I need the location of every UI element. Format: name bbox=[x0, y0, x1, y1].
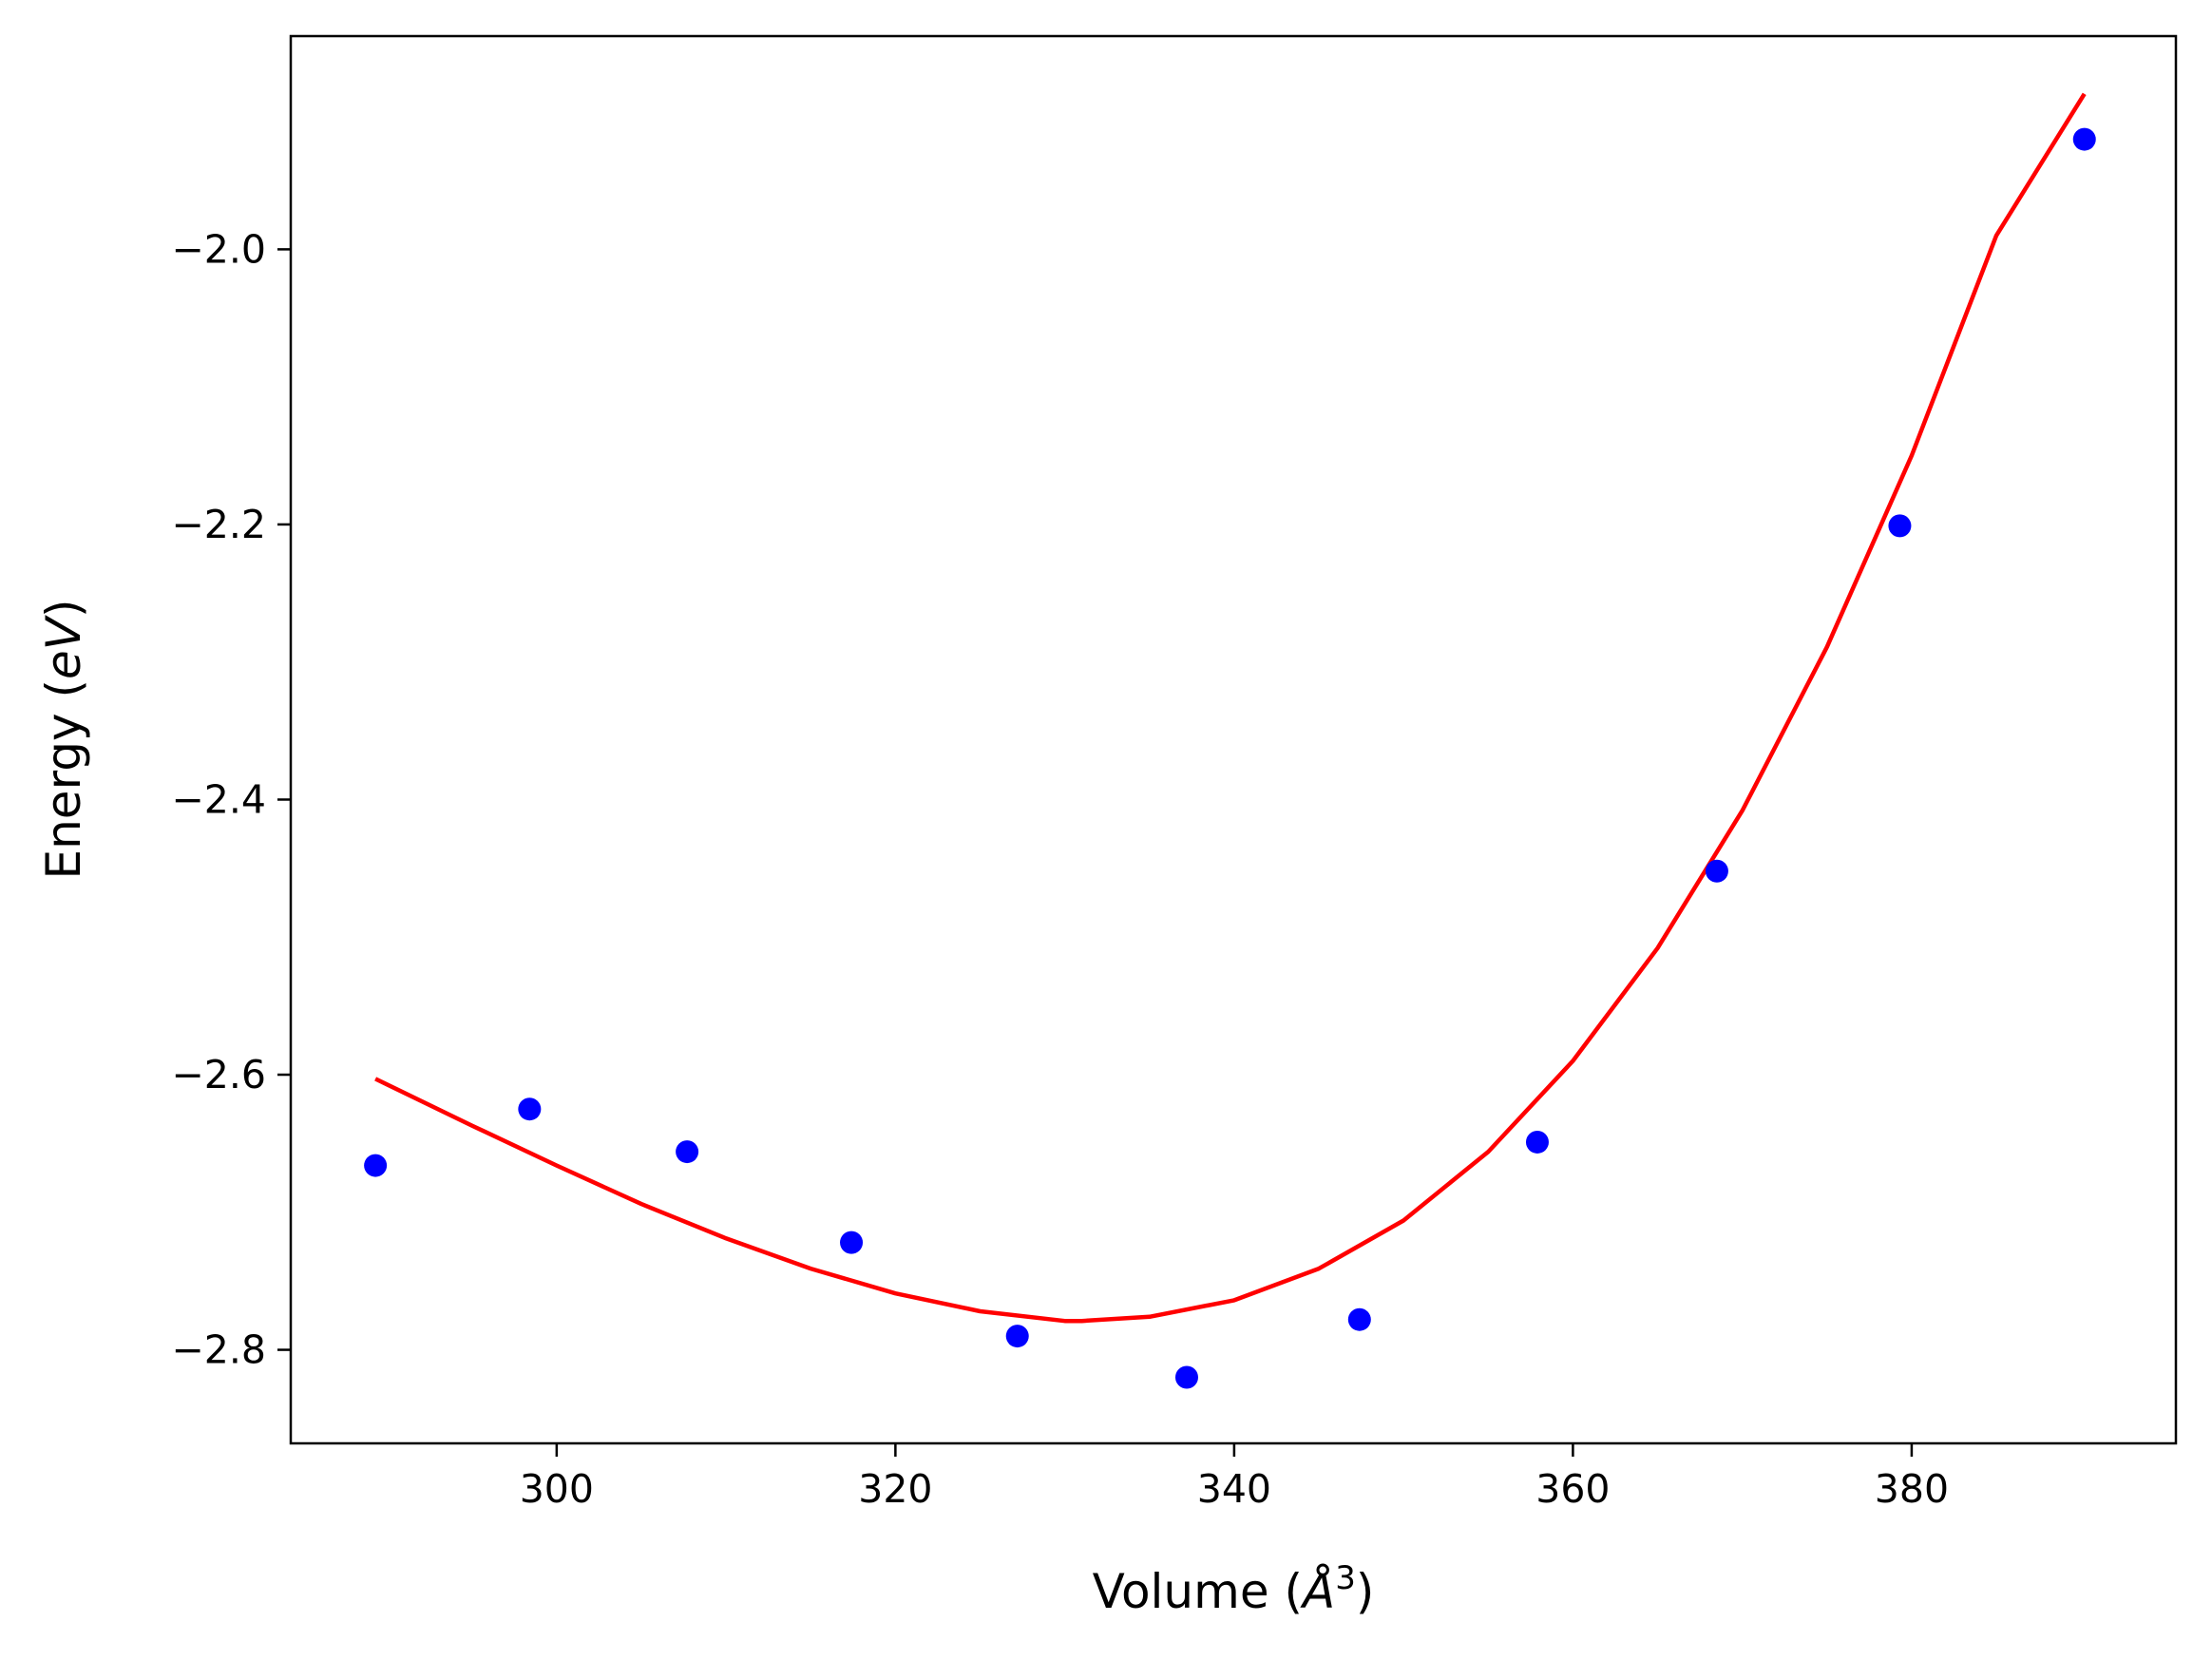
data-point bbox=[1705, 859, 1728, 883]
y-axis-label-unit: eV bbox=[36, 614, 91, 679]
y-tick-label: −2.6 bbox=[171, 1052, 266, 1097]
data-point bbox=[1347, 1307, 1371, 1331]
x-tick-label: 360 bbox=[1535, 1466, 1610, 1512]
data-point bbox=[1888, 514, 1912, 538]
plot-content bbox=[364, 92, 2096, 1389]
x-tick-label: 380 bbox=[1875, 1466, 1949, 1512]
data-point bbox=[518, 1097, 542, 1121]
y-tick-label: −2.8 bbox=[171, 1327, 266, 1373]
fit-curve-line bbox=[374, 92, 2087, 1324]
x-tick-label: 300 bbox=[520, 1466, 594, 1512]
x-axis-ticks: 300 320 340 360 380 bbox=[520, 1443, 1949, 1512]
data-point bbox=[676, 1140, 699, 1164]
x-tick-label: 320 bbox=[858, 1466, 932, 1512]
data-point bbox=[1174, 1365, 1198, 1389]
x-tick-label: 340 bbox=[1197, 1466, 1271, 1512]
y-tick-label: −2.0 bbox=[171, 226, 266, 272]
x-axis-label-power: 3 bbox=[1335, 1559, 1356, 1597]
data-point bbox=[2072, 127, 2096, 151]
y-tick-label: −2.4 bbox=[171, 776, 266, 822]
y-axis-label-close: ) bbox=[36, 600, 91, 619]
data-point bbox=[364, 1154, 388, 1177]
data-point bbox=[1005, 1325, 1029, 1348]
y-axis-ticks: −2.8 −2.6 −2.4 −2.2 −2.0 bbox=[171, 226, 291, 1373]
y-tick-label: −2.2 bbox=[171, 502, 266, 547]
x-axis-label-close: ) bbox=[1356, 1564, 1375, 1619]
plot-frame bbox=[289, 34, 2178, 1445]
x-axis-label: Volume (Å3) bbox=[1093, 1559, 1375, 1619]
y-axis-label: Energy (eV) bbox=[36, 600, 91, 880]
x-axis-label-symbol: Å bbox=[1300, 1564, 1335, 1619]
data-point bbox=[1525, 1130, 1549, 1154]
data-point bbox=[840, 1231, 864, 1254]
